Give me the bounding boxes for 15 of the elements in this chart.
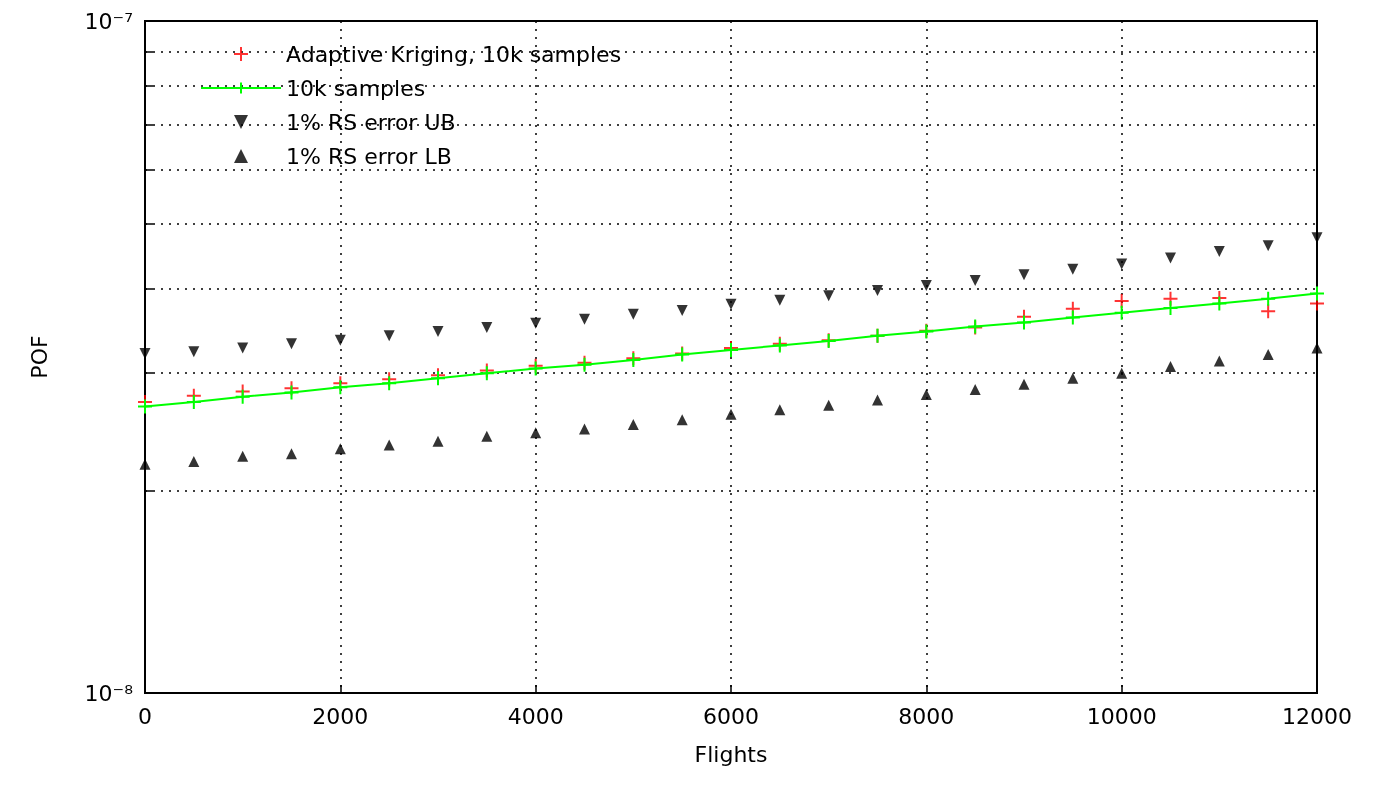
- x-tick-label: 4000: [507, 703, 564, 729]
- x-axis-title: Flights: [694, 741, 768, 767]
- legend-label: Adaptive Kriging, 10k samples: [286, 41, 622, 67]
- x-tick-label: 10000: [1086, 703, 1157, 729]
- y-axis-title: POF: [26, 335, 52, 379]
- legend-label: 10k samples: [286, 75, 426, 101]
- x-tick-label: 6000: [703, 703, 759, 729]
- x-tick-label: 12000: [1282, 703, 1352, 729]
- x-tick-label: 8000: [898, 703, 955, 729]
- x-tick-label: 2000: [312, 703, 369, 729]
- x-tick-label: 0: [138, 703, 152, 729]
- y-tick-label: 10⁻⁷: [84, 8, 133, 34]
- legend-label: 1% RS error UB: [286, 109, 456, 135]
- legend-label: 1% RS error LB: [286, 143, 452, 169]
- y-tick-label: 10⁻⁸: [84, 680, 134, 706]
